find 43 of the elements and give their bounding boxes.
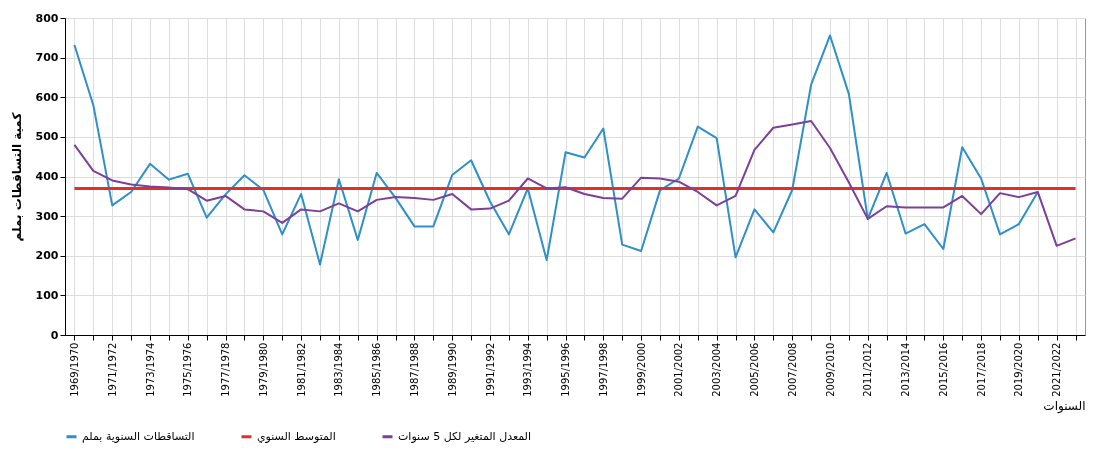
x-tick-label: 1975/1976 [182,342,194,397]
x-tick-label: 2019/2020 [1013,342,1025,397]
y-tick-label: 800 [35,11,59,25]
x-tick-label: 1989/1990 [446,342,458,397]
x-tick-label: 2007/2008 [786,342,798,397]
x-tick-label: 1977/1978 [220,342,232,397]
legend-label: المعدل المتغير لكل 5 سنوات [398,429,532,443]
y-tick-label: 200 [35,249,59,263]
x-tick-label: 1983/1984 [333,342,345,397]
x-tick-label: 2011/2012 [862,342,874,397]
x-tick-label: 2021/2022 [1051,342,1063,397]
x-tick-label: 1987/1988 [408,342,420,397]
y-tick-label: 600 [35,90,59,104]
x-tick-label: 2017/2018 [975,342,987,397]
x-tick-label: 2013/2014 [900,342,912,397]
x-tick-label: 1991/1992 [484,342,496,397]
x-tick-label: 1969/1970 [68,342,80,397]
line-series [73,120,1077,247]
x-tick-label: 1993/1994 [522,342,534,397]
y-tick-label: 300 [35,209,59,223]
x-tick-label: 2015/2016 [937,342,949,397]
x-axis-title: السنوات [1043,398,1086,414]
y-tick-label: 100 [35,288,59,302]
y-tick-label: 700 [35,51,59,65]
x-tick-label: 1971/1972 [106,342,118,397]
x-tick-label: 2009/2010 [824,342,836,397]
y-tick-label: 0 [50,328,59,342]
legend-label: المتوسط السنوي [257,429,336,443]
x-tick-label: 1979/1980 [257,342,269,397]
x-tick-label: 2001/2002 [673,342,685,397]
x-tick-label: 2005/2006 [748,342,760,397]
x-tick-label: 1999/2000 [635,342,647,397]
x-tick-label: 1997/1998 [597,342,609,397]
x-tick-label: 2003/2004 [711,342,723,397]
x-tick-label: 1995/1996 [560,342,572,397]
y-axis-title: كمية التساقطات بملم [9,112,24,242]
legend-label: التساقطات السنوية بملم [82,429,195,443]
line-series [73,34,1039,266]
x-tick-label: 1981/1982 [295,342,307,397]
y-tick-label: 500 [35,130,59,144]
x-tick-label: 1973/1974 [144,342,156,397]
x-tick-label: 1985/1986 [371,342,383,397]
y-tick-label: 400 [35,170,59,183]
